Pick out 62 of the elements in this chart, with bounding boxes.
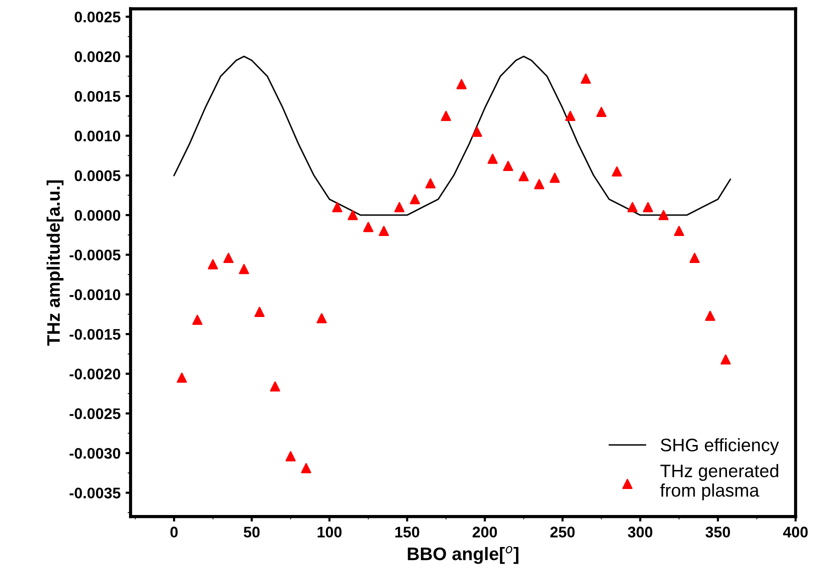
- point: [394, 202, 404, 212]
- x-axis-title: BBO angle[$^{o}$]: [408, 546, 518, 564]
- point: [488, 154, 498, 164]
- point: [518, 171, 529, 182]
- point: [674, 226, 684, 236]
- y-tick-label: 0.0005: [74, 170, 120, 182]
- point: [208, 259, 218, 270]
- point: [270, 381, 280, 392]
- y-tick-label: -0.0020: [70, 368, 120, 380]
- point: [612, 166, 622, 177]
- y-tick-label: -0.0035: [70, 488, 120, 498]
- x-tick-label: 350: [706, 526, 730, 538]
- point: [410, 194, 420, 204]
- y-tick-label: -0.0005: [70, 250, 120, 260]
- y-tick-label: 0.0015: [74, 90, 120, 102]
- x-tick-label: 200: [472, 526, 497, 538]
- y-axis-title: THz amplitude[a.u.]: [46, 180, 64, 346]
- point: [550, 172, 560, 183]
- point: [642, 202, 654, 212]
- point: [580, 74, 591, 84]
- x-tick-label: 0: [170, 526, 178, 538]
- point: [456, 79, 467, 90]
- point: [565, 110, 576, 121]
- point: [690, 252, 700, 264]
- point: [472, 126, 482, 137]
- point: [705, 310, 716, 321]
- point: [332, 202, 342, 212]
- point: [720, 354, 731, 365]
- point: [627, 202, 638, 212]
- legend-label: SHG efficiency: [660, 438, 779, 456]
- point: [192, 314, 202, 325]
- y-tick-label: 0.0020: [74, 51, 120, 62]
- point: [301, 463, 312, 474]
- point: [503, 160, 514, 171]
- point: [534, 179, 544, 190]
- point: [378, 226, 389, 236]
- point: [425, 178, 436, 188]
- point: [286, 451, 296, 462]
- point: [254, 306, 265, 317]
- y-tick-label: 0.0010: [74, 130, 120, 142]
- point: [440, 110, 452, 121]
- y-tick-label: 0.0025: [74, 12, 120, 22]
- point: [238, 264, 250, 274]
- point: [316, 313, 327, 324]
- legend-label: THz generated from plasma: [660, 464, 778, 500]
- y-tick-label: 0.0000: [74, 210, 120, 221]
- y-tick-label: -0.0025: [70, 408, 120, 420]
- point: [658, 210, 669, 220]
- point: [596, 106, 606, 118]
- point: [363, 222, 374, 232]
- y-tick-label: -0.0030: [70, 448, 120, 459]
- y-tick-label: -0.0010: [70, 289, 120, 300]
- x-tick-label: 250: [550, 526, 575, 538]
- x-tick-label: 300: [628, 526, 652, 538]
- point: [223, 252, 234, 264]
- x-tick-label: 400: [783, 526, 808, 538]
- point: [348, 210, 358, 220]
- y-tick-label: -0.0015: [70, 328, 120, 340]
- x-tick-label: 50: [244, 526, 260, 538]
- point: [176, 372, 187, 383]
- x-tick-label: 150: [395, 526, 420, 538]
- x-tick-label: 100: [318, 526, 342, 538]
